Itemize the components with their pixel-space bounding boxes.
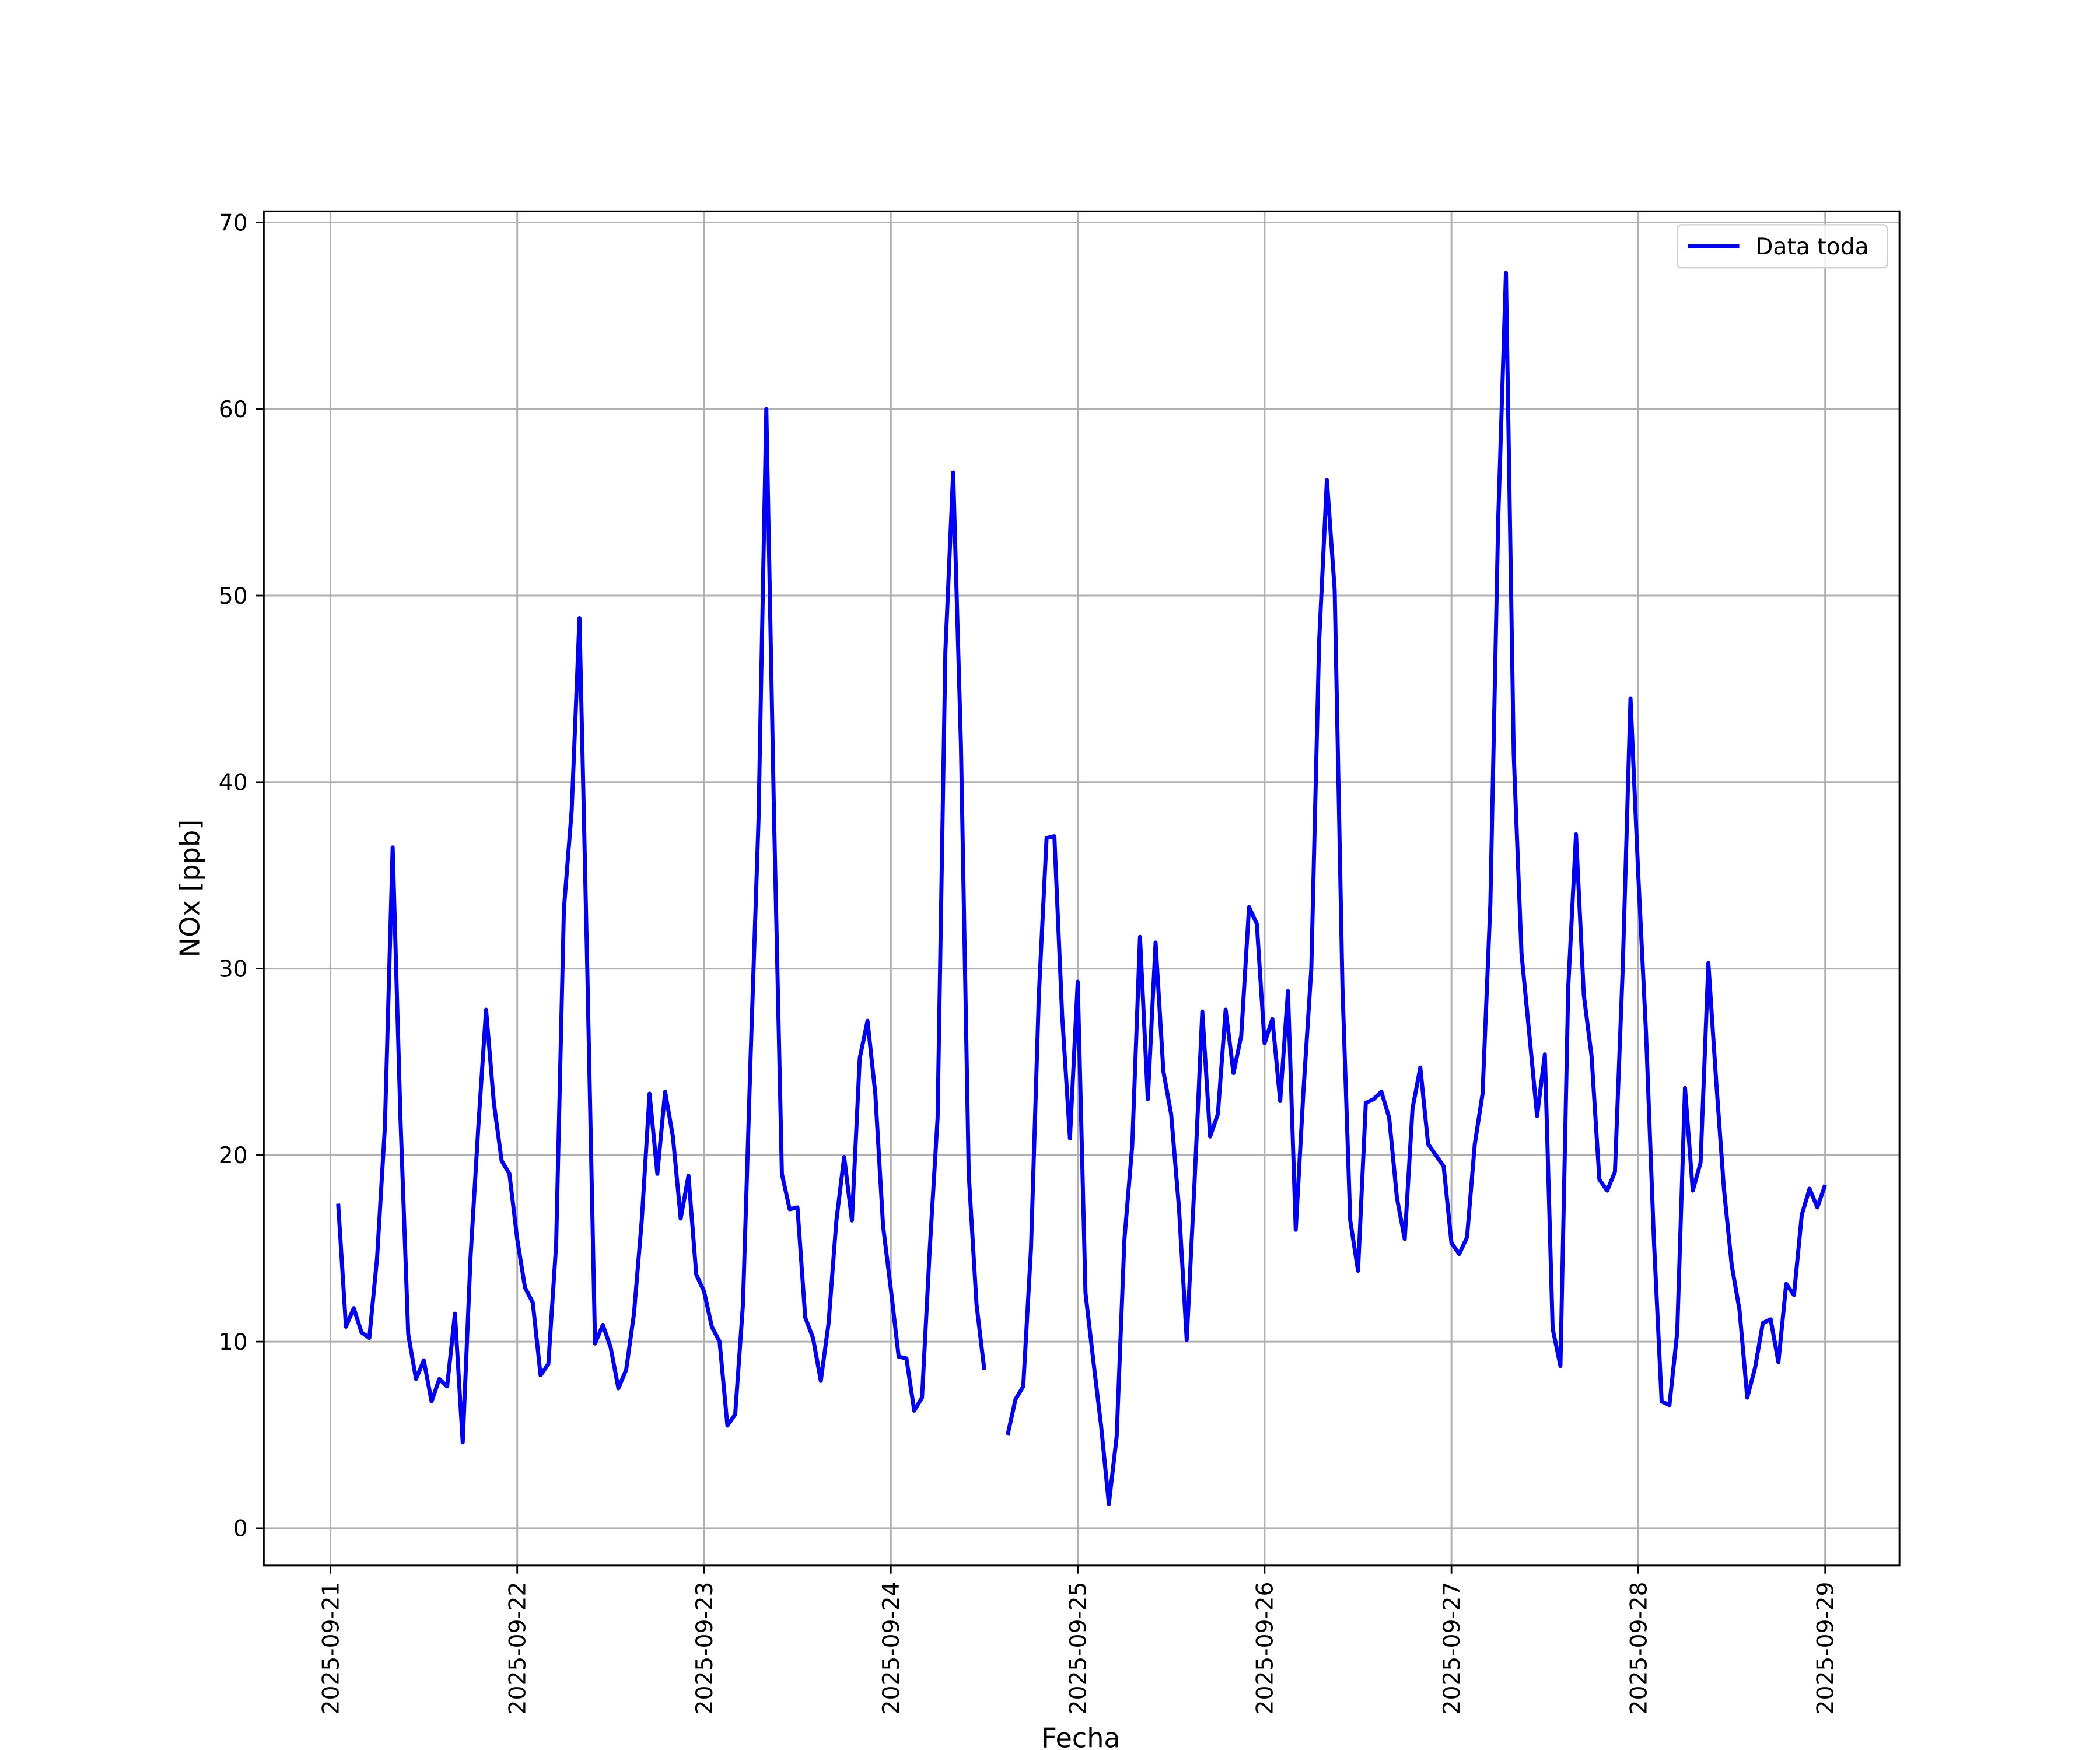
x-tick-label: 2025-09-27 bbox=[1439, 1582, 1465, 1715]
x-tick-label: 2025-09-22 bbox=[505, 1582, 531, 1715]
legend: Data toda bbox=[1676, 224, 1888, 269]
legend-label: Data toda bbox=[1755, 234, 1868, 260]
y-tick-label: 30 bbox=[219, 956, 248, 982]
y-tick-label: 50 bbox=[219, 583, 248, 610]
legend-box bbox=[1676, 224, 1888, 269]
y-tick-label: 10 bbox=[219, 1329, 248, 1356]
x-tick-label: 2025-09-24 bbox=[878, 1582, 905, 1715]
x-tick-label: 2025-09-26 bbox=[1252, 1582, 1279, 1715]
x-tick-label: 2025-09-21 bbox=[318, 1582, 344, 1715]
y-tick-label: 20 bbox=[219, 1143, 248, 1169]
x-axis-label: Fecha bbox=[1041, 1722, 1120, 1750]
y-tick-label: 40 bbox=[219, 770, 248, 796]
plot-frame bbox=[262, 210, 1901, 1567]
y-tick-label: 60 bbox=[219, 397, 248, 423]
y-tick-label: 0 bbox=[233, 1516, 248, 1542]
y-axis-label: NOx [ppb] bbox=[174, 820, 206, 958]
x-tick-label: 2025-09-29 bbox=[1813, 1582, 1839, 1715]
data-line bbox=[336, 271, 1827, 1506]
x-tick-label: 2025-09-28 bbox=[1626, 1582, 1652, 1715]
y-tick-label: 70 bbox=[219, 210, 248, 236]
x-tick-label: 2025-09-25 bbox=[1065, 1582, 1091, 1715]
x-tick-label: 2025-09-23 bbox=[692, 1582, 718, 1715]
